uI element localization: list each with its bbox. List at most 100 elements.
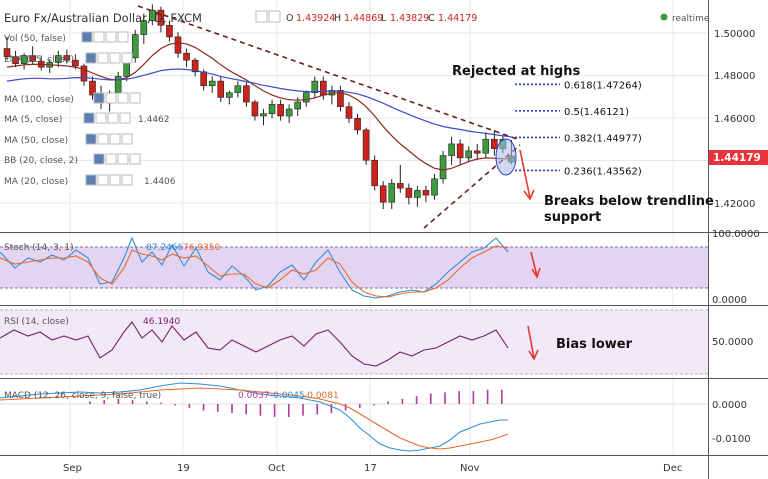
price-gridlines [0,0,708,455]
candle [251,99,259,121]
add-icon[interactable] [109,52,121,64]
time-tick: Oct [268,463,285,474]
indicator-value: 1.4462 [138,115,170,125]
candle [448,136,455,165]
candle [388,178,396,210]
indicator-label: Vol (50, false) [4,34,66,44]
indicator-label: EMA (55, close) [4,55,74,65]
add-icon[interactable] [107,112,119,124]
header-buttons[interactable] [255,10,281,23]
fib-level: 0.618(1.47264) [515,80,642,91]
annotation-breaks: Breaks below trendline [544,194,714,209]
toggle-visibility-icon[interactable] [93,92,105,104]
candle [277,99,284,121]
current-price: 1.44179 [713,152,761,164]
close-icon[interactable] [117,31,129,43]
candle [396,164,404,193]
time-tick: Nov [460,463,480,474]
fib-levels: 0.618(1.47264) 0.5(1.46121) 0.382(1.44977)… [515,80,642,177]
toggle-visibility-icon[interactable] [85,52,97,64]
realtime-label: realtime [672,14,710,24]
candle [422,185,430,203]
time-tick: Dec [663,463,682,474]
macd-tick: 0.0000 [712,400,747,411]
macd-value-hist: 0.0037 [238,391,270,401]
stoch-tick: 100.0000 [712,229,760,240]
toggle-visibility-icon[interactable] [83,112,95,124]
time-tick: 17 [364,463,377,474]
ohlc-o: 1.43924 [296,13,335,24]
candle [414,185,421,207]
price-tick: 1.42000 [714,199,755,210]
candle [260,109,267,126]
candle [20,53,28,70]
macd-line [0,382,508,452]
candle [191,57,199,77]
ma50-line [6,68,512,138]
settings-icon[interactable] [105,92,117,104]
time-tick: Sep [63,463,82,474]
stoch-label: Stoch (14, 3, 1) [4,243,74,253]
settings-icon[interactable] [97,52,109,64]
add-icon[interactable] [109,174,121,186]
candle [345,102,353,123]
candle [63,49,71,64]
rsi-tick: 50.0000 [712,337,753,348]
fib-level: 0.5(1.46121) [515,107,629,118]
fib-label: 0.382(1.44977) [564,133,642,144]
toggle-visibility-icon[interactable] [85,133,97,145]
candle [234,81,242,98]
toggle-visibility-icon[interactable] [85,174,97,186]
resistance-trendline [137,5,521,141]
rsi-line [0,321,509,367]
ohlc-c: 1.44179 [438,13,477,24]
settings-icon[interactable] [97,174,109,186]
fib-label: 0.5(1.46121) [564,107,629,118]
add-icon[interactable] [109,133,121,145]
macd-value-signal: -0.0081 [304,391,339,401]
macd-label: MACD (12, 26, close, 9, false, true) [4,391,161,401]
settings-icon[interactable] [105,153,117,165]
fib-level: 0.382(1.44977) [515,133,642,144]
toggle-visibility-icon[interactable] [81,31,93,43]
candle [456,139,464,165]
candle [354,113,361,135]
candle [174,32,182,58]
candle [157,6,165,33]
candle [29,46,36,65]
candle [12,50,19,68]
candle [89,76,96,100]
chart-header: Euro Fx/Australian Dollar, D, FXCM O 1.4… [4,10,710,25]
candle [311,76,319,98]
close-icon[interactable] [129,92,141,104]
settings-icon[interactable] [95,112,107,124]
candle [54,50,62,68]
rsi-value: 46.1940 [143,317,180,327]
close-icon[interactable] [121,133,133,145]
add-icon[interactable] [105,31,117,43]
stoch-tick: 0.0000 [712,295,747,306]
close-icon[interactable] [121,174,133,186]
close-icon[interactable] [119,112,131,124]
close-icon[interactable] [129,153,141,165]
ohlc-c-label: C [428,13,435,24]
candle [140,13,148,44]
candle [465,146,473,163]
annotation-rejected: Rejected at highs [452,64,580,79]
annotation-support: support [544,210,601,225]
toggle-visibility-icon[interactable] [93,153,105,165]
indicator-buttons[interactable] [81,31,141,186]
ohlc-h: 1.44869 [344,13,383,24]
indicator-label: MA (5, close) [4,115,62,125]
candle [131,29,139,63]
settings-icon[interactable] [93,31,105,43]
candle [405,183,413,205]
close-icon[interactable] [121,52,133,64]
stoch-value-d: 76.9350 [183,243,220,253]
ma20-line [6,42,512,171]
add-icon[interactable] [117,153,129,165]
add-icon[interactable] [117,92,129,104]
ohlc-o-label: O [286,13,293,24]
settings-icon[interactable] [97,133,109,145]
